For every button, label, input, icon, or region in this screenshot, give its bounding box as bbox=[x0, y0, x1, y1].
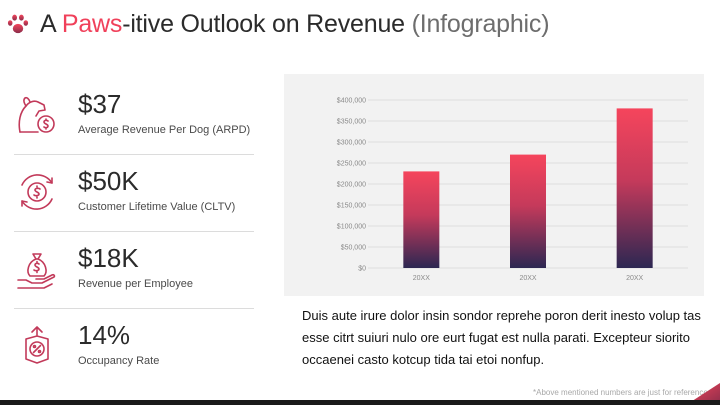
metric-revenue-per-employee: $18K Revenue per Employee bbox=[14, 232, 254, 309]
metrics-list: $37 Average Revenue Per Dog (ARPD) $50K … bbox=[0, 78, 270, 386]
x-tick-label: 20XX bbox=[413, 275, 430, 282]
y-tick-label: $300,000 bbox=[337, 140, 366, 147]
y-tick-label: $0 bbox=[358, 266, 366, 273]
title-row: A Paws-itive Outlook on Revenue (Infogra… bbox=[6, 6, 550, 42]
y-tick-label: $50,000 bbox=[341, 245, 366, 252]
money-bag-hand-icon bbox=[17, 253, 56, 289]
metric-value: 14% bbox=[78, 320, 131, 350]
y-tick-label: $400,000 bbox=[337, 98, 366, 105]
footnote: *Above mentioned numbers are just for re… bbox=[533, 388, 710, 397]
title-accent: Paws bbox=[61, 9, 123, 38]
metric-label: Customer Lifetime Value (CLTV) bbox=[78, 201, 236, 213]
bar bbox=[510, 154, 546, 268]
x-tick-label: 20XX bbox=[626, 275, 643, 282]
metric-value: $18K bbox=[78, 243, 139, 273]
y-tick-label: $100,000 bbox=[337, 224, 366, 231]
corner-accent bbox=[686, 383, 720, 405]
bar bbox=[403, 171, 440, 268]
bottom-bar bbox=[0, 400, 720, 405]
y-tick-label: $250,000 bbox=[337, 161, 366, 168]
metric-label: Average Revenue Per Dog (ARPD) bbox=[78, 124, 251, 136]
y-tick-label: $350,000 bbox=[337, 119, 366, 126]
chart-svg: $0 $50,000 $100,000 $150,000 $200,000 $250,00… bbox=[337, 98, 688, 282]
y-tick-label: $150,000 bbox=[337, 203, 366, 210]
description-text: Duis aute irure dolor insin sondor repre… bbox=[302, 308, 701, 367]
y-tick-label: $200,000 bbox=[337, 182, 366, 189]
title-sub: (Infographic) bbox=[411, 9, 550, 38]
metric-value: $50K bbox=[78, 166, 139, 196]
percent-badge-icon bbox=[25, 326, 49, 364]
page-title: A Paws-itive Outlook on Revenue (Infogra… bbox=[40, 9, 550, 38]
metric-value: $37 bbox=[78, 89, 122, 119]
bar bbox=[616, 108, 653, 269]
metric-cltv: $50K Customer Lifetime Value (CLTV) bbox=[14, 155, 254, 232]
metric-label: Revenue per Employee bbox=[78, 278, 193, 290]
revenue-bar-chart: $0 $50,000 $100,000 $150,000 $200,000 $250,00… bbox=[284, 74, 704, 296]
dollar-cycle-icon bbox=[21, 174, 53, 210]
paw-icon bbox=[7, 14, 29, 34]
metric-occupancy: 14% Occupancy Rate bbox=[14, 309, 254, 386]
x-tick-label: 20XX bbox=[519, 275, 536, 282]
dog-coin-icon bbox=[18, 96, 55, 133]
metric-arpd: $37 Average Revenue Per Dog (ARPD) bbox=[14, 78, 254, 155]
metric-label: Occupancy Rate bbox=[78, 355, 160, 367]
